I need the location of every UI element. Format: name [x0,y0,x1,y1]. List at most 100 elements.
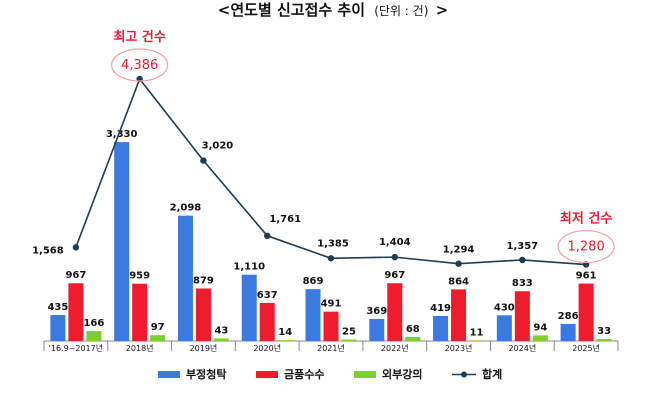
bar-blue [114,142,130,341]
bar-red [259,302,275,341]
bar-value-label: 879 [193,275,214,286]
legend: 부정청탁 금품수수 외부강의 합계 [158,367,502,381]
total-value-label: 3,020 [202,141,234,152]
bar-value-label: 68 [406,324,420,335]
bar-red [578,283,594,341]
bar-value-label: 864 [448,276,469,287]
bar-value-label: 286 [558,311,579,322]
bar-red [68,283,84,341]
x-tick-label: 2021년 [317,343,345,353]
annotation-label: 최저 건수 [560,211,612,227]
x-tick-label: 2020년 [253,343,281,353]
bar-value-label: 25 [342,327,356,338]
bar-green [86,331,102,341]
bar-value-label: 33 [597,326,611,337]
bar-red [514,291,530,341]
x-tick-label: 2023년 [445,343,473,353]
bar-value-label: 3,330 [106,129,138,140]
x-tick-label: 2019년 [190,343,218,353]
bar-blue [369,318,385,341]
bar-value-label: 369 [366,306,387,317]
bar-value-label: 1,110 [233,262,265,273]
x-tick-label: 2018년 [126,343,154,353]
bar-blue [241,274,257,341]
bar-value-label: 11 [470,327,484,338]
total-point [519,256,526,264]
bar-red [451,289,467,341]
bar-value-label: 430 [494,302,515,313]
legend-label: 부정청탁 [186,367,226,381]
chart-title-end: > [436,1,449,19]
legend-label: 합계 [482,367,502,381]
bar-value-label: 43 [214,325,228,336]
bar-blue [50,315,66,341]
legend-swatch [256,371,278,378]
bar-green [532,335,548,341]
bar-value-label: 14 [278,327,292,338]
total-value-label-highlight: 4,386 [121,58,158,73]
bar-value-label: 2,098 [170,203,202,214]
total-value-label: 1,568 [32,245,64,256]
legend-swatch [158,371,180,378]
x-tick-label: 2022년 [381,343,409,353]
bar-blue [433,315,449,341]
total-point [72,244,80,251]
legend-label: 외부강의 [382,367,422,381]
total-point [327,255,335,262]
total-value-label: 1,404 [379,237,411,248]
bar-green [277,340,293,341]
bar-value-label: 435 [47,302,68,313]
plot-area: 435 3,330 2,098 1,110 869 369 419 430 286 967 959 8… [32,29,619,353]
bar-red [132,283,148,341]
bar-blue [177,215,193,341]
bar-value-label: 869 [303,276,324,287]
bar-blue [496,315,512,341]
total-value-label-highlight: 1,280 [568,240,605,255]
highlight-ellipse [557,229,615,264]
bar-value-label: 94 [533,322,547,333]
bar-value-label: 961 [576,271,597,282]
bar-red [387,283,403,341]
total-point [455,260,462,267]
bar-green [150,335,166,341]
bar-blue [305,289,321,341]
chart-title: <연도별 신고접수 추이 (단위 : 건) > [218,1,448,19]
total-line [75,77,587,266]
bar-red [195,288,211,341]
bar-red [323,311,339,341]
total-value-label: 1,294 [443,245,475,256]
bar-green [469,340,485,341]
bar-green [341,339,357,341]
total-value-label: 1,357 [507,241,539,252]
bar-value-label: 419 [430,303,451,314]
bar-value-label: 967 [384,270,405,281]
total-point [264,232,271,240]
bar-value-label: 967 [65,270,86,281]
bar-value-label: 833 [512,278,533,289]
legend-line-marker [461,371,467,378]
bar-value-label: 637 [257,290,278,301]
legend-swatch [354,371,376,378]
bar-green [213,338,229,341]
x-tick-label: 2025년 [572,343,600,353]
legend-label: 금품수수 [284,368,324,381]
chart-title-unit: (단위 : 건) [374,4,428,18]
total-value-label: 1,385 [317,238,349,249]
total-point [200,157,207,164]
bar-value-label: 166 [83,318,104,329]
bar-blue [560,323,576,341]
bar-green [596,339,612,341]
bar-value-label: 491 [321,299,342,310]
highlight-ellipse [111,48,169,82]
bar-green [405,336,421,341]
total-point [391,253,398,261]
bar-value-label: 959 [129,271,150,282]
chart-title-main: <연도별 신고접수 추이 [218,1,365,19]
x-tick-label: '16.9~2017년 [49,343,103,353]
annotation-label: 최고 건수 [113,29,165,45]
total-value-label: 1,761 [269,214,301,225]
bar-value-label: 97 [151,322,165,333]
x-tick-label: 2024년 [508,343,536,353]
